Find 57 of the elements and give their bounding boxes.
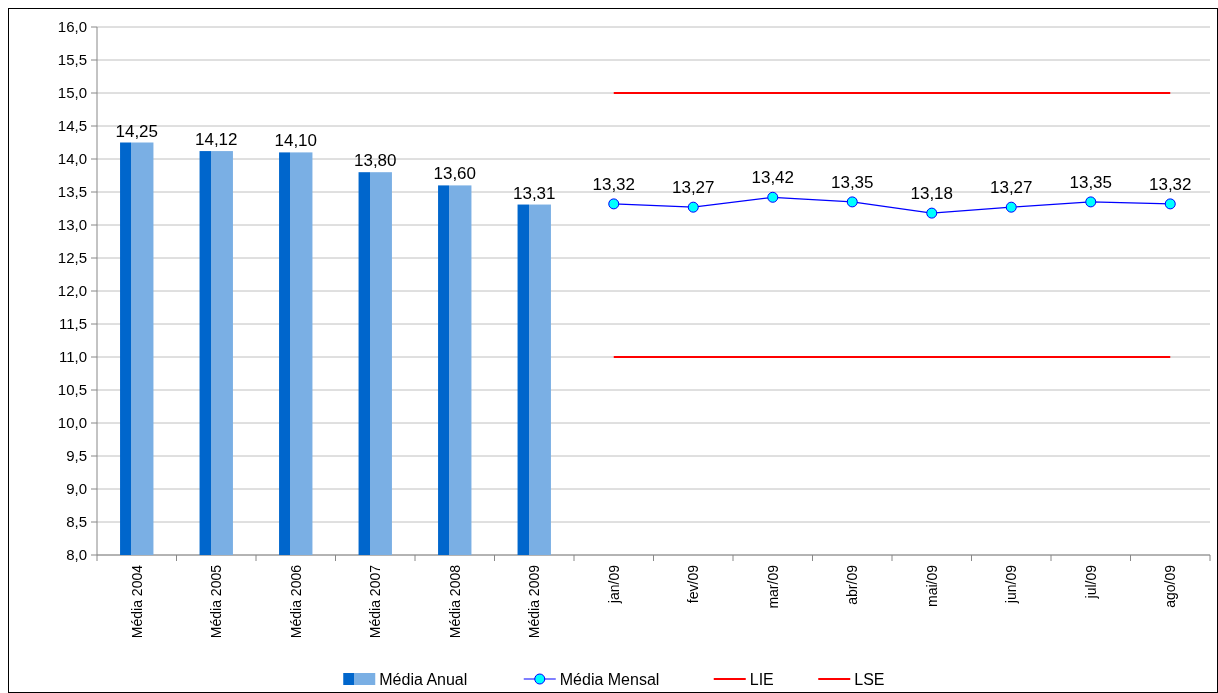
- data-label: 13,42: [751, 168, 795, 188]
- data-label: 14,25: [115, 121, 159, 141]
- x-tick-label: mar/09: [764, 564, 781, 609]
- x-tick-label: jan/09: [605, 564, 622, 605]
- x-tick-label: jun/09: [1003, 564, 1020, 605]
- y-tick-label: 12,5: [57, 249, 87, 267]
- data-label: 13,32: [592, 174, 636, 194]
- data-label: 13,60: [433, 164, 477, 184]
- point: [767, 191, 779, 203]
- x-tick-label: jul/09: [1082, 564, 1099, 600]
- y-tick-label: 8,5: [66, 513, 87, 531]
- legend-label: Média Anual: [379, 671, 468, 688]
- y-tick-label: 9,0: [66, 480, 87, 498]
- data-label: 13,27: [671, 178, 715, 198]
- x-tick-label: abr/09: [844, 564, 861, 605]
- y-tick-label: 14,5: [57, 117, 87, 135]
- x-tick-label: Média 2005: [208, 564, 225, 639]
- x-tick-label: Média 2006: [287, 564, 304, 639]
- y-tick-label: 11,5: [58, 315, 87, 333]
- y-tick-label: 15,5: [57, 51, 87, 69]
- data-label: 13,27: [989, 178, 1033, 198]
- y-tick-label: 10,0: [57, 414, 87, 432]
- point: [1005, 201, 1017, 213]
- x-tick-label: Média 2007: [367, 564, 384, 639]
- y-tick-label: 11,0: [58, 348, 87, 366]
- y-tick-label: 14,0: [57, 150, 87, 168]
- point: [926, 207, 938, 219]
- y-tick-label: 10,5: [57, 381, 87, 399]
- y-tick-label: 9,5: [66, 447, 87, 465]
- point: [687, 201, 699, 213]
- point: [608, 198, 620, 210]
- data-label: 13,35: [1069, 172, 1113, 192]
- point: [1164, 198, 1176, 210]
- y-tick-label: 8,0: [66, 546, 87, 564]
- legend-label: LIE: [749, 671, 774, 688]
- x-tick-label: Média 2004: [128, 564, 145, 639]
- x-tick-label: mai/09: [923, 564, 940, 608]
- data-label: 13,31: [512, 183, 556, 203]
- legend-label: Média Mensal: [559, 671, 660, 688]
- x-tick-label: ago/09: [1162, 564, 1179, 608]
- y-tick-label: 12,0: [57, 282, 87, 300]
- data-label: 13,18: [910, 184, 954, 204]
- x-tick-label: fev/09: [685, 564, 702, 604]
- data-label: 13,32: [1148, 174, 1192, 194]
- y-tick-label: 13,0: [57, 216, 87, 234]
- y-tick-label: 13,5: [57, 183, 87, 201]
- data-label: 13,35: [830, 172, 874, 192]
- y-tick-label: 15,0: [57, 84, 87, 102]
- point: [846, 196, 858, 208]
- point: [1085, 196, 1097, 208]
- data-label: 14,10: [274, 131, 318, 151]
- x-tick-label: Média 2009: [526, 564, 543, 639]
- data-label: 14,12: [194, 130, 238, 150]
- x-tick-label: Média 2008: [446, 564, 463, 639]
- legend-label: LSE: [854, 671, 885, 688]
- data-label: 13,80: [353, 151, 397, 171]
- y-tick-label: 16,0: [57, 18, 87, 36]
